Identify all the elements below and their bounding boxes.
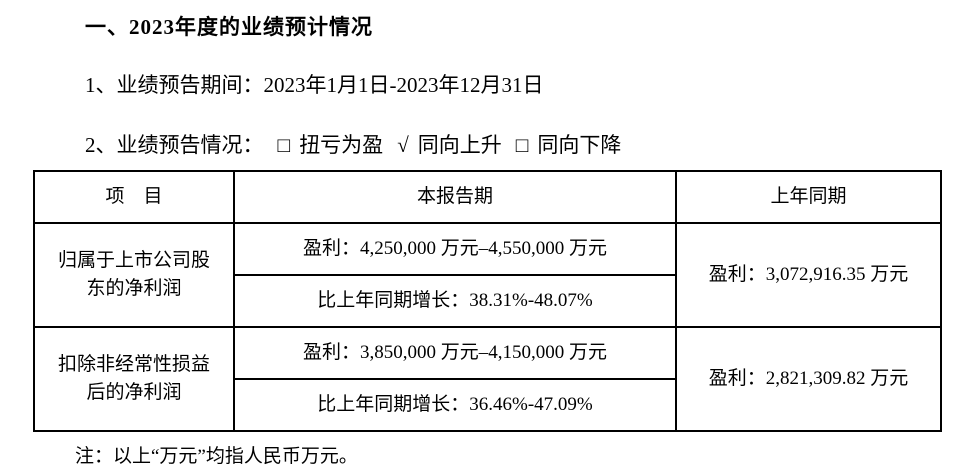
row2-prior-profit: 盈利：2,821,309.82 万元 [675, 326, 942, 432]
row2-current-profit: 盈利：3,850,000 万元–4,150,000 万元 [233, 326, 677, 380]
checkbox-empty-icon: □ [277, 133, 291, 157]
header-prior-period: 上年同期 [675, 170, 942, 224]
option-label: 扭亏为盈 [299, 133, 384, 157]
forecast-status-line: 2、业绩预告情况： □ 扭亏为盈 √ 同向上升 □ 同向下降 [85, 129, 621, 159]
table-row: 比上年同期增长：38.31%-48.07% [34, 274, 941, 328]
forecast-status-prefix: 2、业绩预告情况： [85, 133, 264, 157]
option-same-direction-down: □ 同向下降 [516, 133, 622, 157]
forecast-table: 项 目 本报告期 上年同期 归属于上市公司股东的净利润 盈利：4,250,000… [33, 170, 942, 432]
forecast-period-line: 1、业绩预告期间：2023年1月1日-2023年12月31日 [85, 73, 544, 97]
section-title: 一、2023年度的业绩预计情况 [85, 15, 373, 39]
row2-growth-rate: 比上年同期增长：36.46%-47.09% [233, 378, 677, 432]
table-row: 归属于上市公司股东的净利润 盈利：4,250,000 万元–4,550,000 … [33, 222, 942, 328]
header-item: 项 目 [33, 170, 235, 224]
row1-item-label: 归属于上市公司股东的净利润 [33, 222, 235, 328]
table-row: 扣除非经常性损益后的净利润 盈利：3,850,000 万元–4,150,000 … [33, 326, 942, 432]
option-loss-to-profit: □ 扭亏为盈 [278, 133, 384, 157]
row2-item-label: 扣除非经常性损益后的净利润 [33, 326, 235, 432]
header-current-period: 本报告期 [233, 170, 677, 224]
option-label: 同向下降 [537, 133, 622, 157]
option-same-direction-up: √ 同向上升 [397, 133, 502, 157]
table-header-row: 项 目 本报告期 上年同期 [33, 170, 942, 224]
row1-prior-profit: 盈利：3,072,916.35 万元 [675, 222, 942, 328]
table-row: 比上年同期增长：36.46%-47.09% [34, 378, 941, 432]
footnote: 注：以上“万元”均指人民币万元。 [75, 446, 358, 467]
row1-current-profit: 盈利：4,250,000 万元–4,550,000 万元 [233, 222, 677, 276]
option-label: 同向上升 [417, 133, 502, 157]
checkbox-empty-icon: □ [515, 133, 529, 157]
row1-growth-rate: 比上年同期增长：38.31%-48.07% [233, 274, 677, 328]
checkmark-icon: √ [397, 133, 409, 157]
